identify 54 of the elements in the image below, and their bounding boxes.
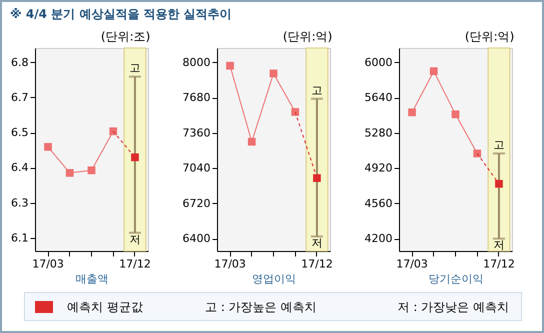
y-tick-label: 6.7 xyxy=(11,90,28,104)
point xyxy=(226,62,234,70)
x-tick-label: 17/12 xyxy=(119,258,151,270)
annotation: 고 xyxy=(493,138,504,152)
legend-label: 예측치 평균값 xyxy=(67,299,143,316)
y-tick-label: 4200 xyxy=(364,232,392,246)
x-axis-title: 영업이익 xyxy=(252,272,296,286)
x-tick-label: 17/03 xyxy=(396,258,428,270)
y-tick-label: 5640 xyxy=(364,91,392,104)
y-tick-label: 6.1 xyxy=(11,231,28,244)
y-tick-label: 7040 xyxy=(182,162,210,175)
point xyxy=(248,138,256,146)
x-tick-label: 17/12 xyxy=(483,258,515,270)
chart-subtitle: (단위:억) xyxy=(282,30,332,44)
y-tick-label: 6.4 xyxy=(11,161,28,174)
x-tick-label: 17/12 xyxy=(301,258,333,270)
annotation: 저 xyxy=(311,236,322,250)
point xyxy=(131,153,139,162)
point xyxy=(408,108,416,116)
x-axis-title: 당기순이익 xyxy=(428,272,484,286)
chart-title: ※ 4/4 분기 예상실적을 적용한 실적추이 xyxy=(10,6,232,23)
y-tick-label: 4920 xyxy=(364,162,392,175)
point xyxy=(66,169,74,177)
x-tick-label: 17/03 xyxy=(214,258,246,270)
point xyxy=(44,143,52,151)
y-tick-label: 7680 xyxy=(182,91,210,104)
point xyxy=(430,67,438,76)
x-tick-label: 17/03 xyxy=(32,258,64,270)
text: 고 : 가장높은 예측치 xyxy=(205,299,316,316)
point xyxy=(291,108,300,116)
point xyxy=(452,110,460,118)
chart-subtitle: (단위:조) xyxy=(100,30,150,44)
x-axis-title: 매출액 xyxy=(76,272,108,286)
point xyxy=(495,180,503,188)
y-tick-label: 6.5 xyxy=(11,126,28,140)
point xyxy=(88,166,96,174)
point xyxy=(270,70,278,78)
y-tick-label: 5280 xyxy=(364,126,392,140)
annotation: 고 xyxy=(129,62,140,75)
text: 저 : 가장낮은 예측치 xyxy=(398,299,509,316)
y-tick-label: 6.8 xyxy=(11,56,28,69)
y-tick-label: 6720 xyxy=(182,196,210,210)
annotation: 저 xyxy=(493,238,504,252)
y-tick-label: 6.3 xyxy=(11,196,28,210)
annotation: 고 xyxy=(311,84,322,97)
annotation: 저 xyxy=(129,232,140,246)
y-tick-label: 7360 xyxy=(182,126,210,140)
y-tick-label: 6400 xyxy=(182,232,210,246)
point xyxy=(473,150,482,158)
y-tick-label: 4560 xyxy=(364,196,392,210)
chart-subtitle: (단위:억) xyxy=(464,30,514,44)
y-tick-label: 8000 xyxy=(182,56,210,69)
point xyxy=(313,174,321,182)
y-tick-label: 6000 xyxy=(364,56,392,69)
